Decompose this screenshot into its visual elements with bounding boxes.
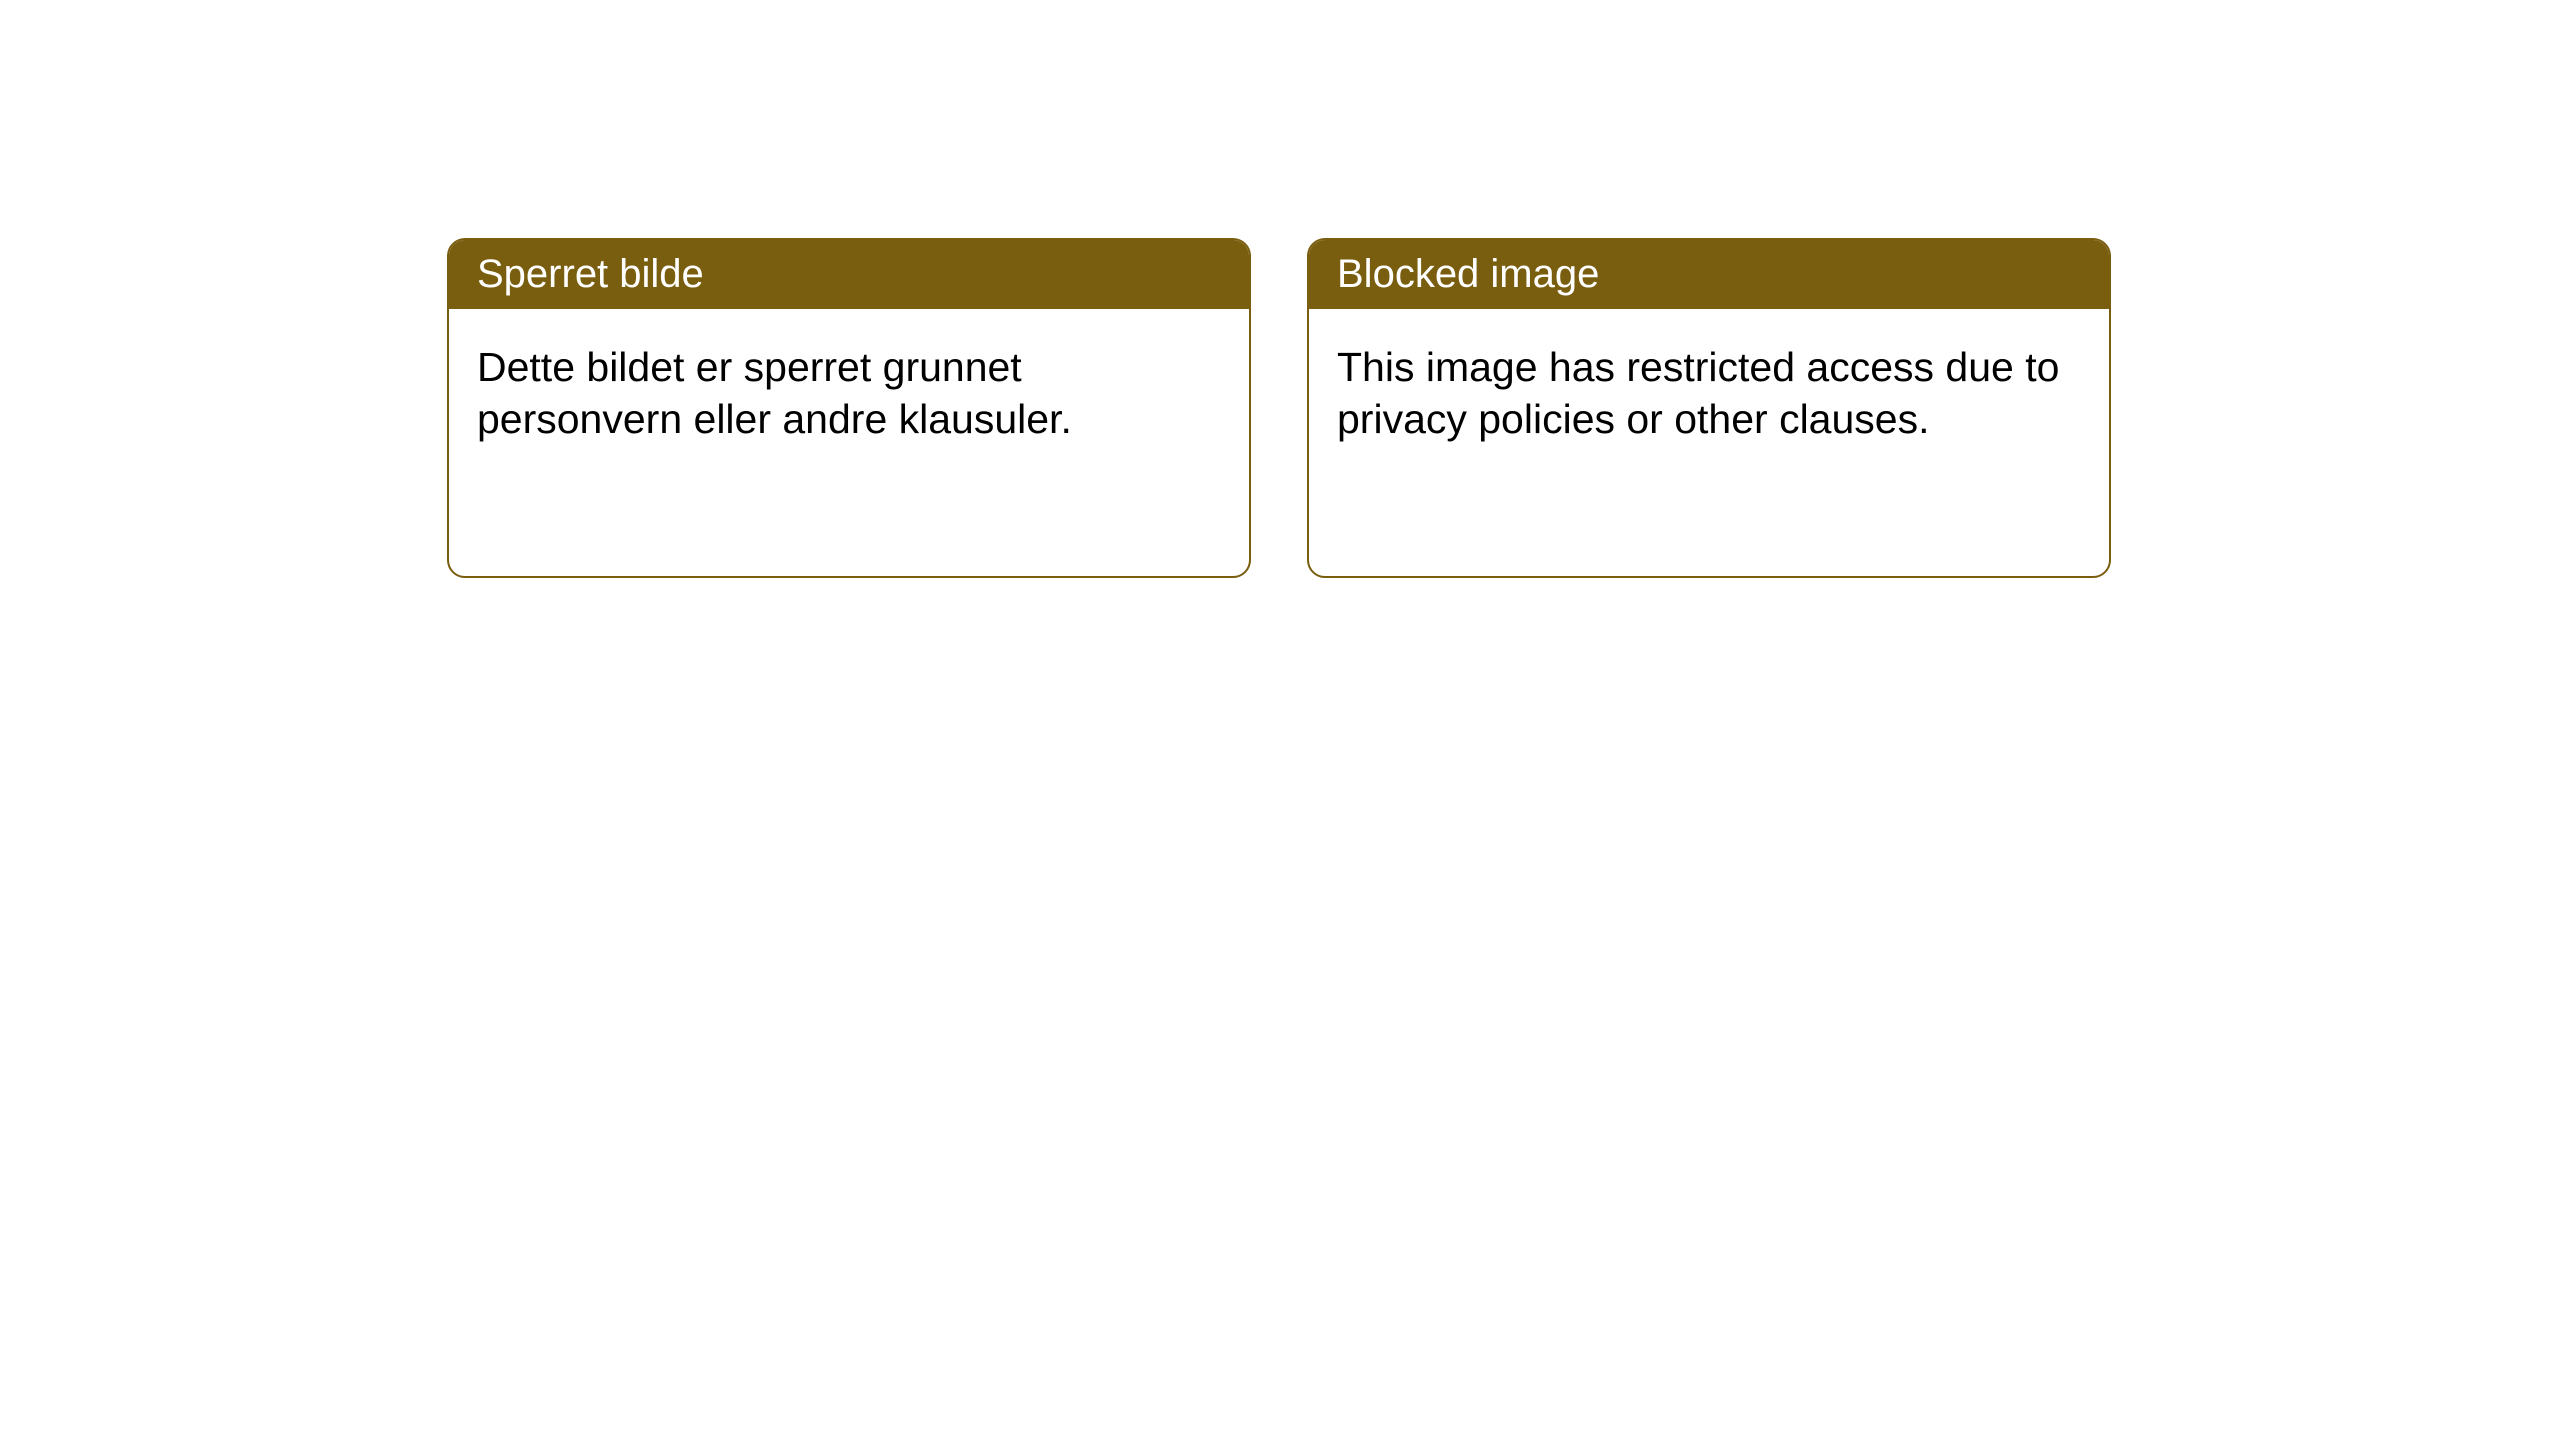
card-body-text: Dette bildet er sperret grunnet personve… xyxy=(449,309,1249,478)
card-body-text: This image has restricted access due to … xyxy=(1309,309,2109,478)
card-header: Sperret bilde xyxy=(449,240,1249,309)
notice-card-english: Blocked image This image has restricted … xyxy=(1307,238,2111,578)
card-header: Blocked image xyxy=(1309,240,2109,309)
notice-card-norwegian: Sperret bilde Dette bildet er sperret gr… xyxy=(447,238,1251,578)
notice-cards-row: Sperret bilde Dette bildet er sperret gr… xyxy=(447,238,2560,578)
